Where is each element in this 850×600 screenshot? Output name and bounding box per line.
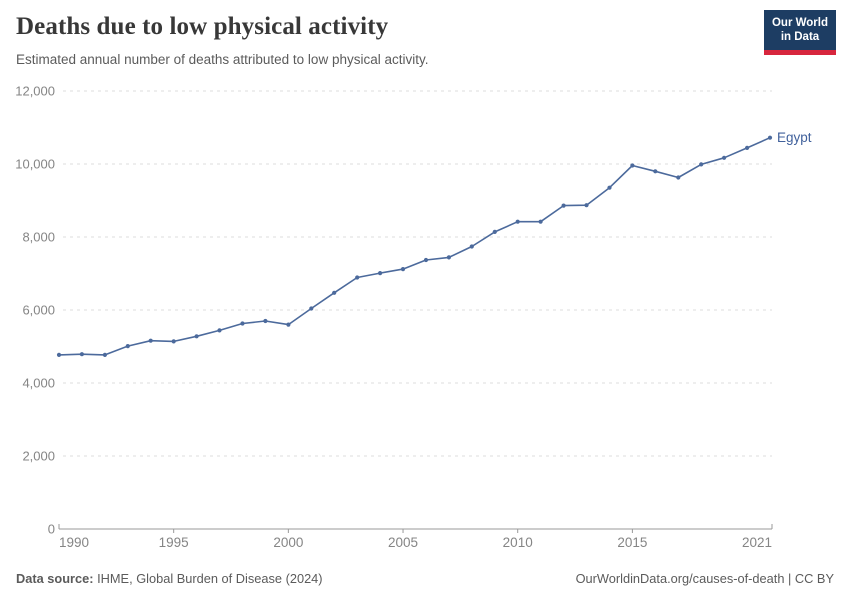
- data-point-1994: [148, 338, 153, 343]
- data-point-2018: [699, 162, 704, 167]
- y-axis-tick-label: 6,000: [22, 303, 55, 318]
- chart-header: Deaths due to low physical activity Esti…: [16, 12, 750, 69]
- data-point-2002: [332, 290, 337, 295]
- chart-footer: Data source: IHME, Global Burden of Dise…: [16, 571, 834, 586]
- data-point-2017: [676, 175, 681, 180]
- egypt-line-path: [58, 136, 771, 356]
- data-point-2021: [767, 135, 773, 140]
- line-chart: 0 2,000 4,000 6,000 8,000 10,000 12,000 1990 199…: [15, 84, 812, 551]
- chart-subtitle: Estimated annual number of deaths attrib…: [16, 52, 429, 67]
- data-point-1999: [263, 318, 268, 324]
- data-point-2006: [423, 257, 429, 263]
- data-point-1991: [79, 352, 84, 357]
- data-point-2001: [309, 306, 314, 311]
- y-axis-tick-label: 4,000: [22, 376, 55, 391]
- y-axis-tick-label: 2,000: [22, 449, 55, 464]
- data-source-text: IHME, Global Burden of Disease (2024): [93, 571, 323, 586]
- data-point-1997: [217, 328, 222, 333]
- data-point-2019: [722, 155, 727, 160]
- data-point-2004: [378, 271, 383, 276]
- x-axis-tick-label: 1995: [159, 535, 189, 550]
- data-point-2005: [400, 267, 406, 272]
- owid-logo: Our World in Data: [764, 10, 836, 55]
- data-point-1990: [56, 352, 62, 357]
- data-point-2009: [492, 229, 497, 234]
- chart-title: Deaths due to low physical activity: [16, 13, 389, 40]
- data-point-2003: [355, 275, 360, 280]
- owid-logo-line2: in Data: [780, 31, 820, 44]
- x-axis-tick-label: 2005: [388, 535, 418, 550]
- x-axis-tick-label: 2010: [503, 535, 533, 550]
- y-axis-tick-label: 12,000: [15, 84, 55, 99]
- data-point-2000: [286, 322, 291, 327]
- data-point-2011: [538, 219, 543, 224]
- data-point-1992: [102, 352, 107, 357]
- x-axis-tick-label: 2000: [273, 535, 303, 550]
- data-point-1998: [240, 321, 245, 326]
- data-point-2016: [653, 169, 658, 174]
- data-point-2007: [446, 255, 451, 260]
- data-point-2010: [515, 219, 520, 224]
- data-point-2008: [469, 244, 474, 249]
- data-source-label: Data source:: [16, 571, 94, 586]
- series-label-egypt: Egypt: [777, 130, 812, 145]
- y-axis-tick-label: 0: [48, 522, 55, 537]
- data-point-2013: [584, 203, 589, 208]
- data-point-2020: [745, 145, 750, 150]
- data-point-2015: [630, 163, 635, 168]
- data-point-1993: [125, 344, 130, 349]
- data-point-2014: [607, 185, 612, 190]
- y-axis-tick-label: 8,000: [22, 230, 55, 245]
- y-axis-tick-label: 10,000: [15, 157, 55, 172]
- x-axis-tick-label: 2015: [617, 535, 647, 550]
- x-axis-tick-label: 1990: [59, 535, 89, 550]
- data-source: Data source: IHME, Global Burden of Dise…: [16, 571, 323, 586]
- owid-logo-line1: Our World: [771, 17, 828, 29]
- x-axis-tick-label: 2021: [742, 535, 772, 550]
- credit-link[interactable]: OurWorldinData.org/causes-of-death | CC …: [575, 571, 834, 586]
- data-point-1995: [171, 339, 176, 344]
- data-point-2012: [561, 203, 566, 208]
- data-point-1996: [194, 334, 199, 339]
